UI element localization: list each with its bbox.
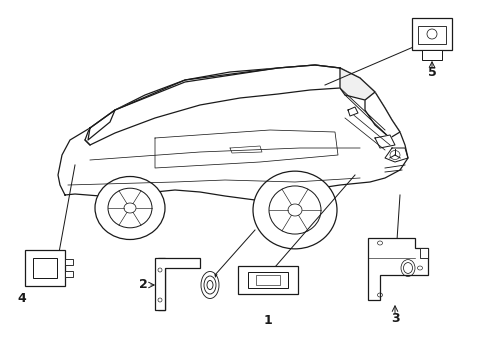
Bar [256, 275, 280, 285]
Polygon shape [374, 135, 394, 148]
Bar [65, 271, 73, 277]
Polygon shape [422, 42, 425, 46]
Bar [25, 250, 65, 286]
Polygon shape [339, 68, 374, 100]
Polygon shape [57, 256, 60, 260]
Text: 4: 4 [18, 292, 26, 305]
Text: 2: 2 [138, 279, 147, 292]
Polygon shape [419, 248, 427, 258]
Ellipse shape [206, 280, 213, 289]
Polygon shape [85, 65, 359, 145]
Bar [247, 272, 287, 288]
Ellipse shape [252, 171, 336, 249]
Ellipse shape [95, 176, 164, 239]
Polygon shape [364, 92, 399, 138]
Polygon shape [158, 258, 164, 310]
Bar [33, 258, 57, 278]
Text: 5: 5 [427, 66, 435, 78]
Polygon shape [155, 258, 200, 310]
Bar [421, 50, 441, 60]
Bar [417, 26, 445, 44]
Bar [65, 259, 73, 265]
Polygon shape [58, 65, 407, 200]
Bar [238, 266, 297, 294]
Bar [411, 18, 451, 50]
Polygon shape [392, 268, 395, 272]
Polygon shape [367, 238, 427, 300]
Polygon shape [155, 130, 337, 168]
Text: 3: 3 [390, 311, 399, 324]
Text: 1: 1 [263, 314, 272, 327]
Polygon shape [347, 107, 357, 116]
Polygon shape [214, 274, 217, 278]
Polygon shape [260, 281, 263, 285]
